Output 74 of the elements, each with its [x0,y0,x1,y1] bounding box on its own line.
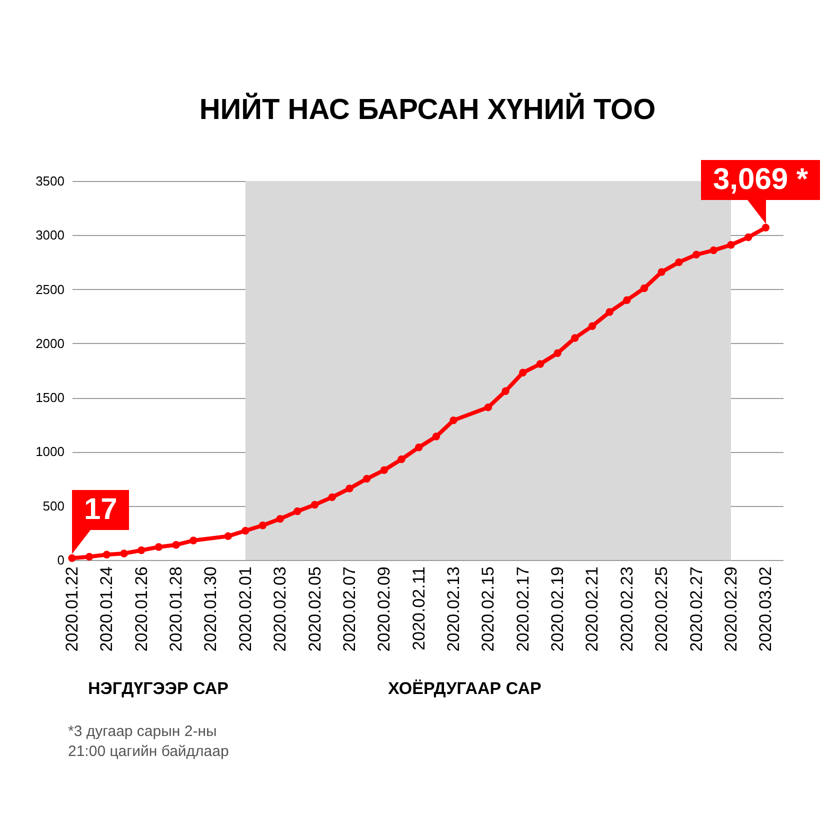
y-tick-label: 500 [42,498,64,514]
y-tick-label: 1500 [36,390,64,406]
y-tick-label: 1000 [36,444,64,460]
point [172,540,180,549]
point [571,334,579,342]
x-tick-label: 2020.01.28 [166,566,186,652]
y-tick-label: 2500 [36,282,64,297]
point [727,241,735,249]
y-tick-label: 2000 [36,336,64,351]
text: ХОЁРДУГААР САР [388,678,542,700]
point [519,368,527,377]
annotation: 3,069 * [701,160,820,200]
point [224,532,232,540]
point [623,296,631,304]
x-tick-label: 2020.02.27 [686,566,706,652]
x-tick-label: 2020.02.01 [236,566,255,652]
y-tick-label: 3500 [36,174,64,188]
x-tick-label: 2020.02.17 [513,566,532,652]
point [744,233,752,242]
point [588,322,596,330]
x-tick-label: 2020.02.13 [444,566,464,652]
point [658,268,666,276]
point [606,308,614,316]
point [710,246,718,254]
x-tick-label: 2020.02.21 [582,566,602,652]
point [554,349,562,358]
x-tick-label: 2020.02.23 [617,566,636,652]
point [536,360,544,368]
point [362,474,371,483]
point [675,258,683,266]
x-tick-label: 2020.01.22 [62,566,82,652]
x-tick-label: 2020.01.26 [132,566,151,652]
point [398,455,406,464]
point [242,526,250,535]
x-tick-label: 2020.02.19 [548,566,568,652]
x-tick-label: 2020.01.24 [97,566,116,652]
point [484,403,492,412]
chart-title: НИЙТ НАС БАРСАН ХҮНИЙ ТОО [199,92,656,126]
point [502,387,510,395]
point [380,466,388,474]
point [346,484,354,492]
point [154,543,163,551]
point [414,444,423,452]
point [68,554,76,562]
text: *3 дугаар сарын 2-ны 21:00 цагийн байдлаар [68,722,229,762]
point [190,536,198,544]
point [276,514,284,523]
x-tick-label: 2020.02.09 [374,566,394,652]
point [432,432,440,440]
x-tick-label: 2020.02.25 [652,566,672,652]
point [258,521,267,530]
point [692,250,700,258]
point [120,550,128,558]
x-tick-label: 2020.02.11 [409,566,428,650]
x-tick-label: 2020.02.15 [478,566,498,652]
x-tick-label: 2020.02.05 [305,566,324,652]
point [294,507,302,516]
point [102,550,111,558]
point [310,500,319,509]
y-tick-label: 0 [57,552,64,568]
x-tick-label: 2020.02.07 [340,566,359,652]
annotation: 17 [72,490,130,530]
x-tick-label: 2020.01.30 [201,566,220,652]
x-tick-label: 2020.02.29 [721,566,740,652]
point [328,493,336,502]
point [137,546,146,554]
y-tick-label: 3000 [36,228,64,243]
text: НЭГДҮГЭЭР САР [88,678,229,700]
point [450,416,458,424]
point [640,284,648,292]
x-tick-label: 2020.03.02 [756,566,776,652]
x-tick-label: 2020.02.03 [270,566,290,652]
point [762,224,770,232]
point [85,552,94,561]
